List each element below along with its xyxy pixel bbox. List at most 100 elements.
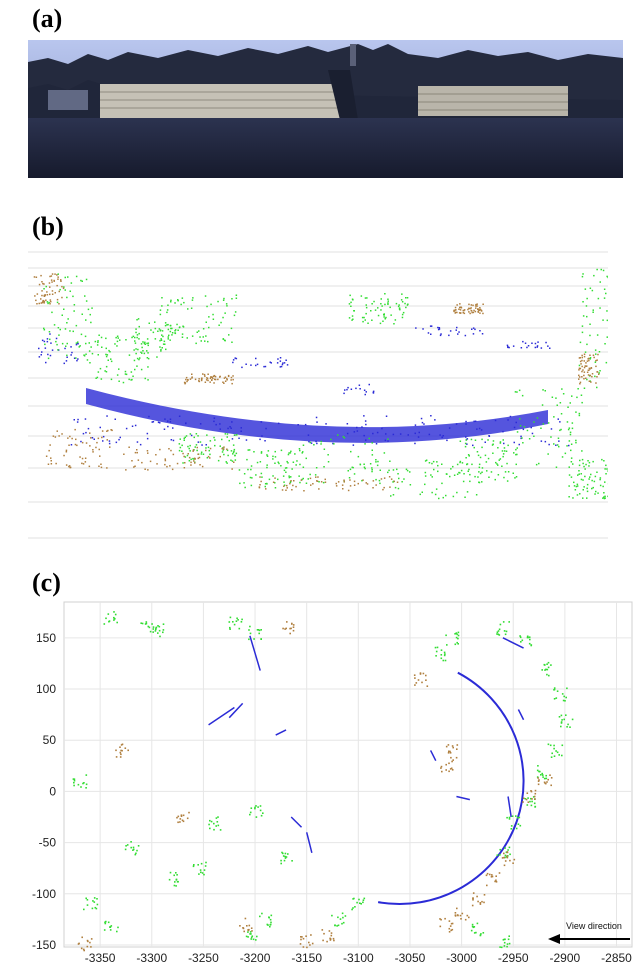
cloud-point <box>97 340 99 342</box>
cloud-point <box>214 444 216 447</box>
cloud-point <box>221 451 224 453</box>
cloud-point <box>327 454 329 456</box>
scatter-point <box>449 750 451 753</box>
cloud-point <box>377 307 379 309</box>
cloud-point <box>470 304 473 306</box>
scatter-point <box>483 901 485 904</box>
cloud-point <box>280 365 283 368</box>
scatter-point <box>558 754 560 756</box>
cloud-point <box>42 300 44 302</box>
cloud-point <box>231 421 233 423</box>
cloud-point <box>591 289 594 292</box>
cloud-point <box>472 304 474 307</box>
scatter-point <box>77 783 80 786</box>
cloud-point <box>583 353 586 355</box>
scatter-point <box>360 903 362 905</box>
cloud-point <box>50 300 52 303</box>
scatter-point <box>520 641 522 643</box>
scatter-point <box>152 631 154 633</box>
scatter-point <box>362 899 365 901</box>
cloud-point <box>238 469 241 471</box>
scatter-point <box>466 914 469 917</box>
cloud-point <box>110 360 113 363</box>
scatter-point <box>508 942 511 945</box>
cloud-point <box>586 315 588 318</box>
scatter-point <box>238 627 241 630</box>
cloud-point <box>65 360 68 362</box>
point-cluster <box>519 635 533 647</box>
cloud-point <box>349 468 352 471</box>
cloud-point <box>138 358 140 361</box>
cloud-point <box>136 336 138 339</box>
scatter-point <box>252 938 255 941</box>
cloud-point <box>365 391 367 393</box>
cloud-point <box>178 415 181 417</box>
cloud-point <box>105 371 108 373</box>
cloud-point <box>231 438 234 440</box>
scatter-point <box>235 620 238 622</box>
scatter-point <box>213 828 215 831</box>
cloud-point <box>550 436 552 438</box>
cloud-point <box>164 322 167 324</box>
cloud-point <box>307 434 310 436</box>
scatter-point <box>425 674 427 677</box>
x-tick-label: -3050 <box>395 951 426 965</box>
scatter-point <box>542 774 544 776</box>
scatter-point <box>90 938 93 940</box>
cloud-point <box>130 371 133 373</box>
cloud-point <box>596 376 598 378</box>
cloud-point <box>152 421 155 423</box>
cloud-point <box>501 465 503 467</box>
cloud-point <box>167 323 169 326</box>
cloud-point <box>587 369 590 371</box>
cloud-point <box>290 476 292 478</box>
cloud-point <box>226 433 229 435</box>
scatter-point <box>526 635 529 638</box>
cloud-point <box>476 305 478 307</box>
cloud-point <box>243 473 246 475</box>
cloud-point <box>110 378 113 381</box>
cloud-point <box>50 463 53 465</box>
perspective-grid <box>28 251 608 539</box>
cloud-point <box>38 283 41 286</box>
cloud-point <box>202 453 205 455</box>
point-cluster <box>485 872 501 887</box>
cloud-point <box>594 475 597 478</box>
scatter-point <box>506 855 508 857</box>
scatter-point <box>519 636 522 639</box>
cloud-point <box>583 355 586 358</box>
cloud-point <box>230 427 232 429</box>
cloud-point <box>100 336 103 339</box>
scatter-point <box>553 755 556 757</box>
cloud-point <box>255 474 257 476</box>
building-segment <box>502 637 524 649</box>
point-cluster <box>282 621 295 635</box>
scatter-point <box>80 786 82 788</box>
cloud-point <box>582 273 584 275</box>
cloud-point <box>104 370 106 372</box>
cloud-point <box>409 471 411 473</box>
scatter-point <box>489 873 491 876</box>
scatter-point <box>451 922 454 925</box>
cloud-point <box>125 427 128 430</box>
cloud-point <box>580 478 583 481</box>
cloud-point <box>164 458 166 460</box>
scatter-point <box>448 931 451 933</box>
cloud-point <box>110 358 112 360</box>
cloud-point <box>589 358 591 360</box>
scatter-point <box>569 726 571 728</box>
scatter-point <box>512 862 514 864</box>
cloud-point <box>318 481 320 483</box>
cloud-point <box>559 421 561 423</box>
cloud-point <box>159 330 162 332</box>
point-cluster <box>496 621 510 636</box>
scatter-point <box>244 917 247 920</box>
scatter-point <box>329 937 331 940</box>
cloud-point <box>578 367 581 370</box>
cloud-point <box>146 450 149 452</box>
cloud-point <box>54 273 56 275</box>
point-cluster <box>192 861 207 876</box>
cloud-point <box>569 431 572 434</box>
scatter-point <box>216 821 219 823</box>
cloud-point <box>124 370 127 373</box>
